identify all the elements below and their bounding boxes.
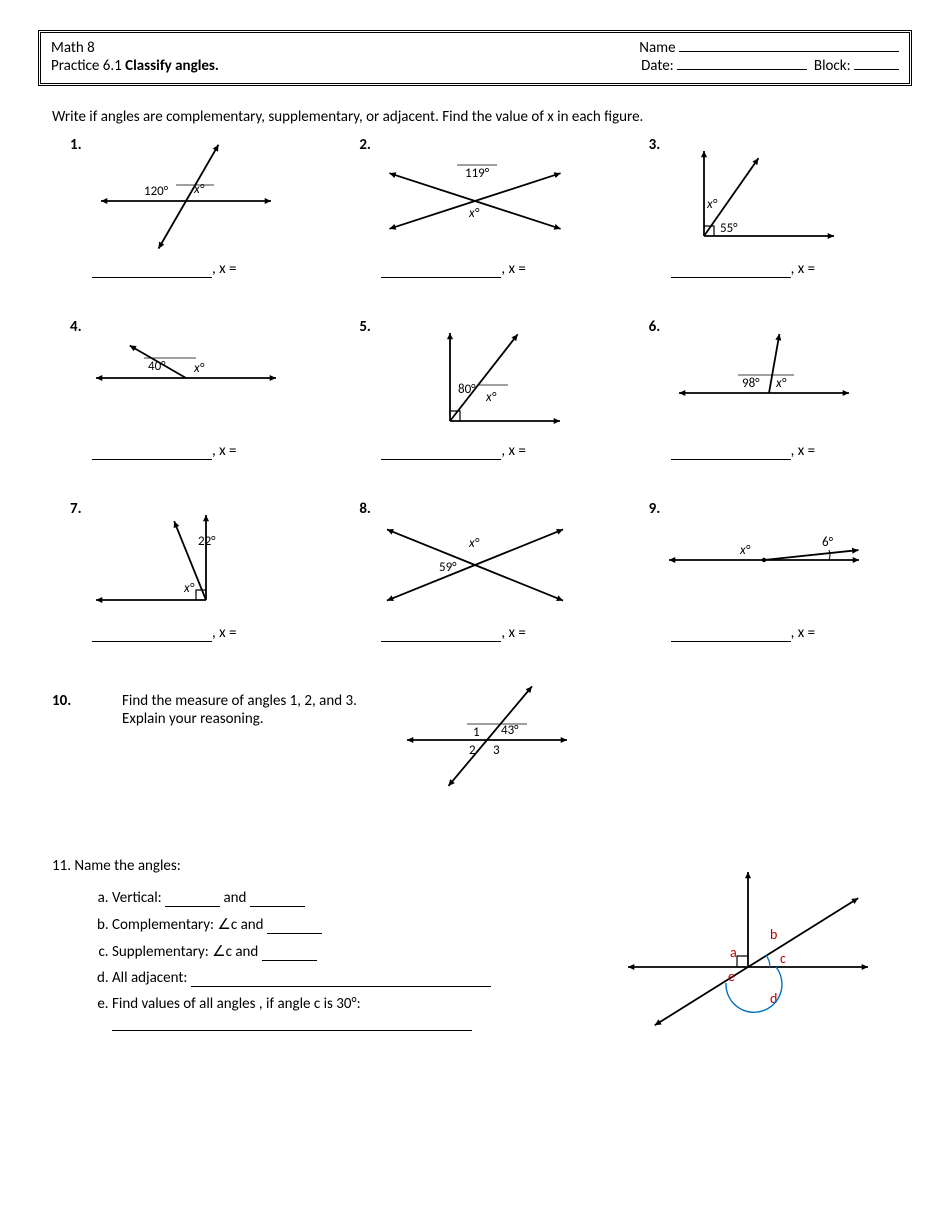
problem-4: 4. 40° x° , x = bbox=[52, 318, 319, 460]
svg-text:80°: 80° bbox=[458, 382, 476, 397]
problem-6: 6. 98° x° , x = bbox=[631, 318, 898, 460]
problem-9: 9. x° 6° , x = bbox=[631, 500, 898, 642]
svg-text:x°: x° bbox=[183, 581, 195, 596]
date-block-fields: Date: Block: bbox=[641, 57, 899, 75]
problem-5: 5. 80° x° , x = bbox=[341, 318, 608, 460]
svg-text:a: a bbox=[730, 944, 737, 961]
svg-text:b: b bbox=[770, 926, 777, 943]
svg-text:43°: 43° bbox=[501, 723, 519, 738]
svg-text:120°: 120° bbox=[144, 184, 169, 199]
block-label: Block: bbox=[814, 57, 851, 75]
q11-b: Complementary: ∠c and bbox=[112, 915, 598, 934]
date-label: Date: bbox=[641, 57, 674, 75]
problem-11: 11. Name the angles: Vertical: and Compl… bbox=[52, 857, 898, 1072]
answer-line[interactable]: , x = bbox=[52, 260, 319, 278]
problem-11-title: 11. Name the angles: bbox=[52, 857, 598, 875]
problem-7: 7. 22° x° , x = bbox=[52, 500, 319, 642]
answer-line[interactable]: , x = bbox=[341, 260, 608, 278]
svg-text:c: c bbox=[780, 950, 786, 967]
svg-text:x°: x° bbox=[775, 376, 787, 391]
svg-text:2: 2 bbox=[469, 743, 476, 758]
answer-line[interactable]: , x = bbox=[341, 624, 608, 642]
problem-8: 8. 59° x° , x = bbox=[341, 500, 608, 642]
answer-line[interactable]: , x = bbox=[631, 260, 898, 278]
problem-number: 5. bbox=[359, 318, 371, 336]
problem-number: 6. bbox=[649, 318, 661, 336]
worksheet-header: Math 8 Name Practice 6.1 Classify angles… bbox=[38, 30, 912, 86]
svg-text:40°: 40° bbox=[148, 359, 166, 374]
answer-line[interactable]: , x = bbox=[631, 624, 898, 642]
svg-text:x°: x° bbox=[468, 206, 480, 221]
q11-a: Vertical: and bbox=[112, 889, 598, 907]
problem-grid: 1.120°x°, x =2.119°x°, x =3.55°x°, x =4.… bbox=[52, 136, 898, 642]
problem-number: 1. bbox=[70, 136, 82, 154]
problem-number: 8. bbox=[359, 500, 371, 518]
svg-text:6°: 6° bbox=[822, 535, 834, 550]
q11-c: Supplementary: ∠c and bbox=[112, 942, 598, 961]
date-blank[interactable] bbox=[677, 69, 807, 70]
name-label: Name bbox=[639, 39, 675, 57]
svg-text:x°: x° bbox=[193, 182, 205, 197]
name-blank[interactable] bbox=[679, 51, 899, 52]
problem-number: 7. bbox=[70, 500, 82, 518]
problem-2: 2. 119° x° , x = bbox=[341, 136, 608, 278]
answer-line[interactable]: , x = bbox=[341, 442, 608, 460]
svg-text:x°: x° bbox=[485, 390, 497, 405]
problem-number: 2. bbox=[359, 136, 371, 154]
instructions-text: Write if angles are complementary, suppl… bbox=[52, 108, 912, 126]
svg-text:59°: 59° bbox=[439, 560, 457, 575]
q11-d: All adjacent: bbox=[112, 969, 598, 987]
problem-number: 3. bbox=[649, 136, 661, 154]
block-blank[interactable] bbox=[854, 69, 899, 70]
problem-11-list: Vertical: and Complementary: ∠c and Supp… bbox=[52, 889, 598, 1031]
q11-e: Find values of all angles , if angle c i… bbox=[112, 995, 598, 1031]
answer-line[interactable]: , x = bbox=[631, 442, 898, 460]
answer-line[interactable]: , x = bbox=[52, 624, 319, 642]
svg-text:55°: 55° bbox=[720, 221, 738, 236]
svg-text:3: 3 bbox=[493, 743, 500, 758]
problem-10: 10. Find the measure of angles 1, 2, and… bbox=[52, 692, 898, 787]
problem-11-figure: abcde bbox=[598, 857, 898, 1072]
svg-text:98°: 98° bbox=[742, 376, 760, 391]
course-title: Math 8 bbox=[51, 39, 95, 57]
svg-text:x°: x° bbox=[468, 536, 480, 551]
problem-10-text: Find the measure of angles 1, 2, and 3. … bbox=[122, 692, 357, 728]
problem-number: 9. bbox=[649, 500, 661, 518]
problem-number: 4. bbox=[70, 318, 82, 336]
svg-text:x°: x° bbox=[706, 197, 718, 212]
svg-text:e: e bbox=[728, 968, 735, 985]
svg-text:119°: 119° bbox=[465, 166, 490, 181]
practice-title: Practice 6.1 Classify angles. bbox=[51, 57, 219, 75]
problem-10-number: 10. bbox=[52, 692, 92, 710]
problem-3: 3. 55°x° , x = bbox=[631, 136, 898, 278]
answer-line[interactable]: , x = bbox=[52, 442, 319, 460]
svg-text:22°: 22° bbox=[198, 534, 216, 549]
problem-10-figure: 43° 1 2 3 bbox=[387, 692, 587, 787]
svg-text:1: 1 bbox=[473, 725, 480, 740]
svg-text:x°: x° bbox=[193, 361, 205, 376]
name-field: Name bbox=[639, 39, 899, 57]
problem-1: 1. 120° x° , x = bbox=[52, 136, 319, 278]
svg-text:x°: x° bbox=[739, 543, 751, 558]
